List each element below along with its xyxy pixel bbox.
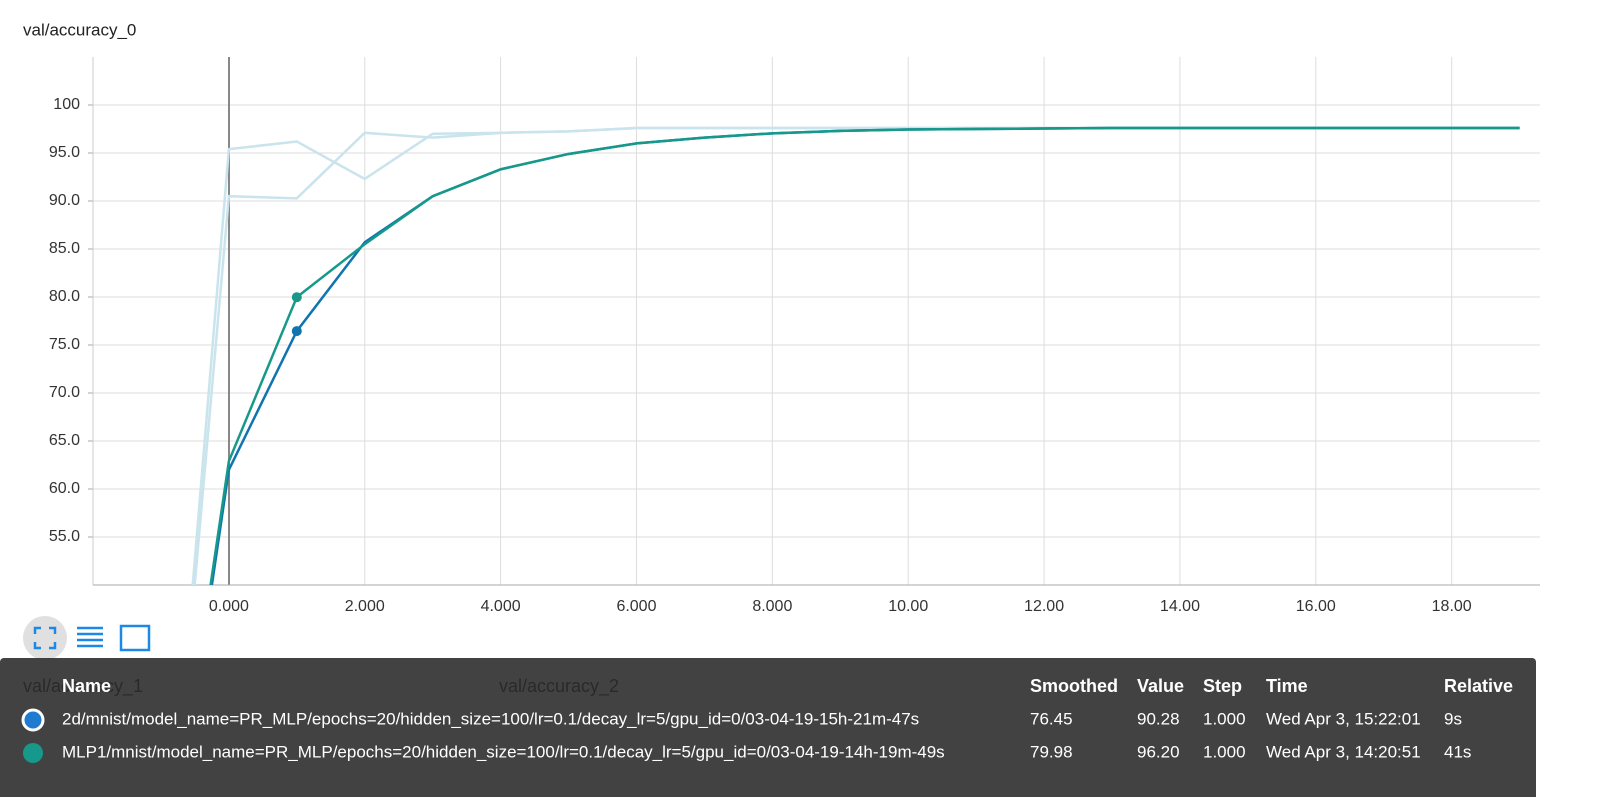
tooltip-header: Relative <box>1444 676 1513 696</box>
tooltip-header: Value <box>1137 676 1184 696</box>
toolbar <box>23 616 151 660</box>
tooltip-cell: 41s <box>1444 742 1471 761</box>
tooltip-cell: 76.45 <box>1030 709 1073 728</box>
fit-icon <box>33 626 57 650</box>
x-tick-label: 18.00 <box>1432 598 1472 615</box>
tooltip-cell: 96.20 <box>1137 742 1180 761</box>
y-tick-label: 95.0 <box>49 144 80 161</box>
tooltip-header: Name <box>62 676 111 696</box>
y-tick-label: 55.0 <box>49 528 80 545</box>
y-tick-label: 90.0 <box>49 192 80 209</box>
hover-point <box>291 326 302 337</box>
tooltip-cell: 9s <box>1444 709 1462 728</box>
hover-point <box>291 292 302 303</box>
y-tick-label: 65.0 <box>49 432 80 449</box>
tooltip-cell: Wed Apr 3, 14:20:51 <box>1266 742 1421 761</box>
run-name: 2d/mnist/model_name=PR_MLP/epochs=20/hid… <box>62 709 919 728</box>
run-swatch <box>23 743 43 763</box>
x-tick-label: 2.000 <box>345 598 385 615</box>
run-name: MLP1/mnist/model_name=PR_MLP/epochs=20/h… <box>62 742 945 761</box>
tooltip-cell: 90.28 <box>1137 709 1180 728</box>
tooltip-header: Time <box>1266 676 1308 696</box>
fit-button[interactable] <box>23 616 67 660</box>
x-tick-label: 14.00 <box>1160 598 1200 615</box>
x-tick-label: 4.000 <box>481 598 521 615</box>
y-tick-label: 60.0 <box>49 480 80 497</box>
run-swatch <box>21 708 45 732</box>
y-tick-label: 70.0 <box>49 384 80 401</box>
log-icon[interactable] <box>77 626 103 648</box>
x-tick-label: 6.000 <box>616 598 656 615</box>
tooltip-header: Smoothed <box>1030 676 1118 696</box>
y-tick-label: 100 <box>53 96 80 113</box>
x-tick-label: 10.00 <box>888 598 928 615</box>
tooltip <box>0 658 1536 802</box>
tooltip-cell: Wed Apr 3, 15:22:01 <box>1266 709 1421 728</box>
y-tick-label: 80.0 <box>49 288 80 305</box>
y-tick-label: 75.0 <box>49 336 80 353</box>
card-title: val/accuracy_0 <box>23 20 136 39</box>
x-tick-label: 12.00 <box>1024 598 1064 615</box>
tooltip-cell: 1.000 <box>1203 742 1246 761</box>
x-tick-label: 8.000 <box>752 598 792 615</box>
x-tick-label: 0.000 <box>209 598 249 615</box>
smoothed-line <box>209 126 1520 585</box>
tooltip-header: Step <box>1203 676 1242 696</box>
x-tick-label: 16.00 <box>1296 598 1336 615</box>
tooltip-cell: 79.98 <box>1030 742 1073 761</box>
tooltip-cell: 1.000 <box>1203 709 1246 728</box>
zoom-icon[interactable] <box>119 624 151 652</box>
y-tick-label: 85.0 <box>49 240 80 257</box>
